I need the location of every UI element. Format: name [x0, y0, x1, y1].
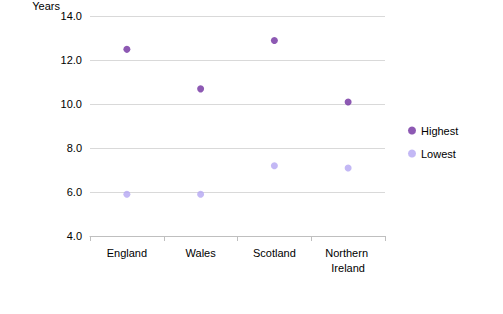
svg-text:10.0: 10.0 — [61, 98, 82, 110]
svg-text:Lowest: Lowest — [421, 148, 456, 160]
svg-text:Wales: Wales — [186, 247, 217, 259]
svg-text:Northern: Northern — [325, 247, 371, 259]
svg-text:Highest: Highest — [421, 125, 458, 137]
svg-text:14.0: 14.0 — [61, 10, 82, 22]
svg-text:6.0: 6.0 — [67, 186, 82, 198]
svg-text:12.0: 12.0 — [61, 54, 82, 66]
svg-text:4.0: 4.0 — [67, 230, 82, 242]
svg-text:Years: Years — [32, 0, 60, 12]
svg-text:Scotland: Scotland — [253, 247, 296, 259]
svg-text:Ireland: Ireland — [331, 262, 365, 274]
svg-text:8.0: 8.0 — [67, 142, 82, 154]
svg-text:England: England — [107, 247, 147, 259]
